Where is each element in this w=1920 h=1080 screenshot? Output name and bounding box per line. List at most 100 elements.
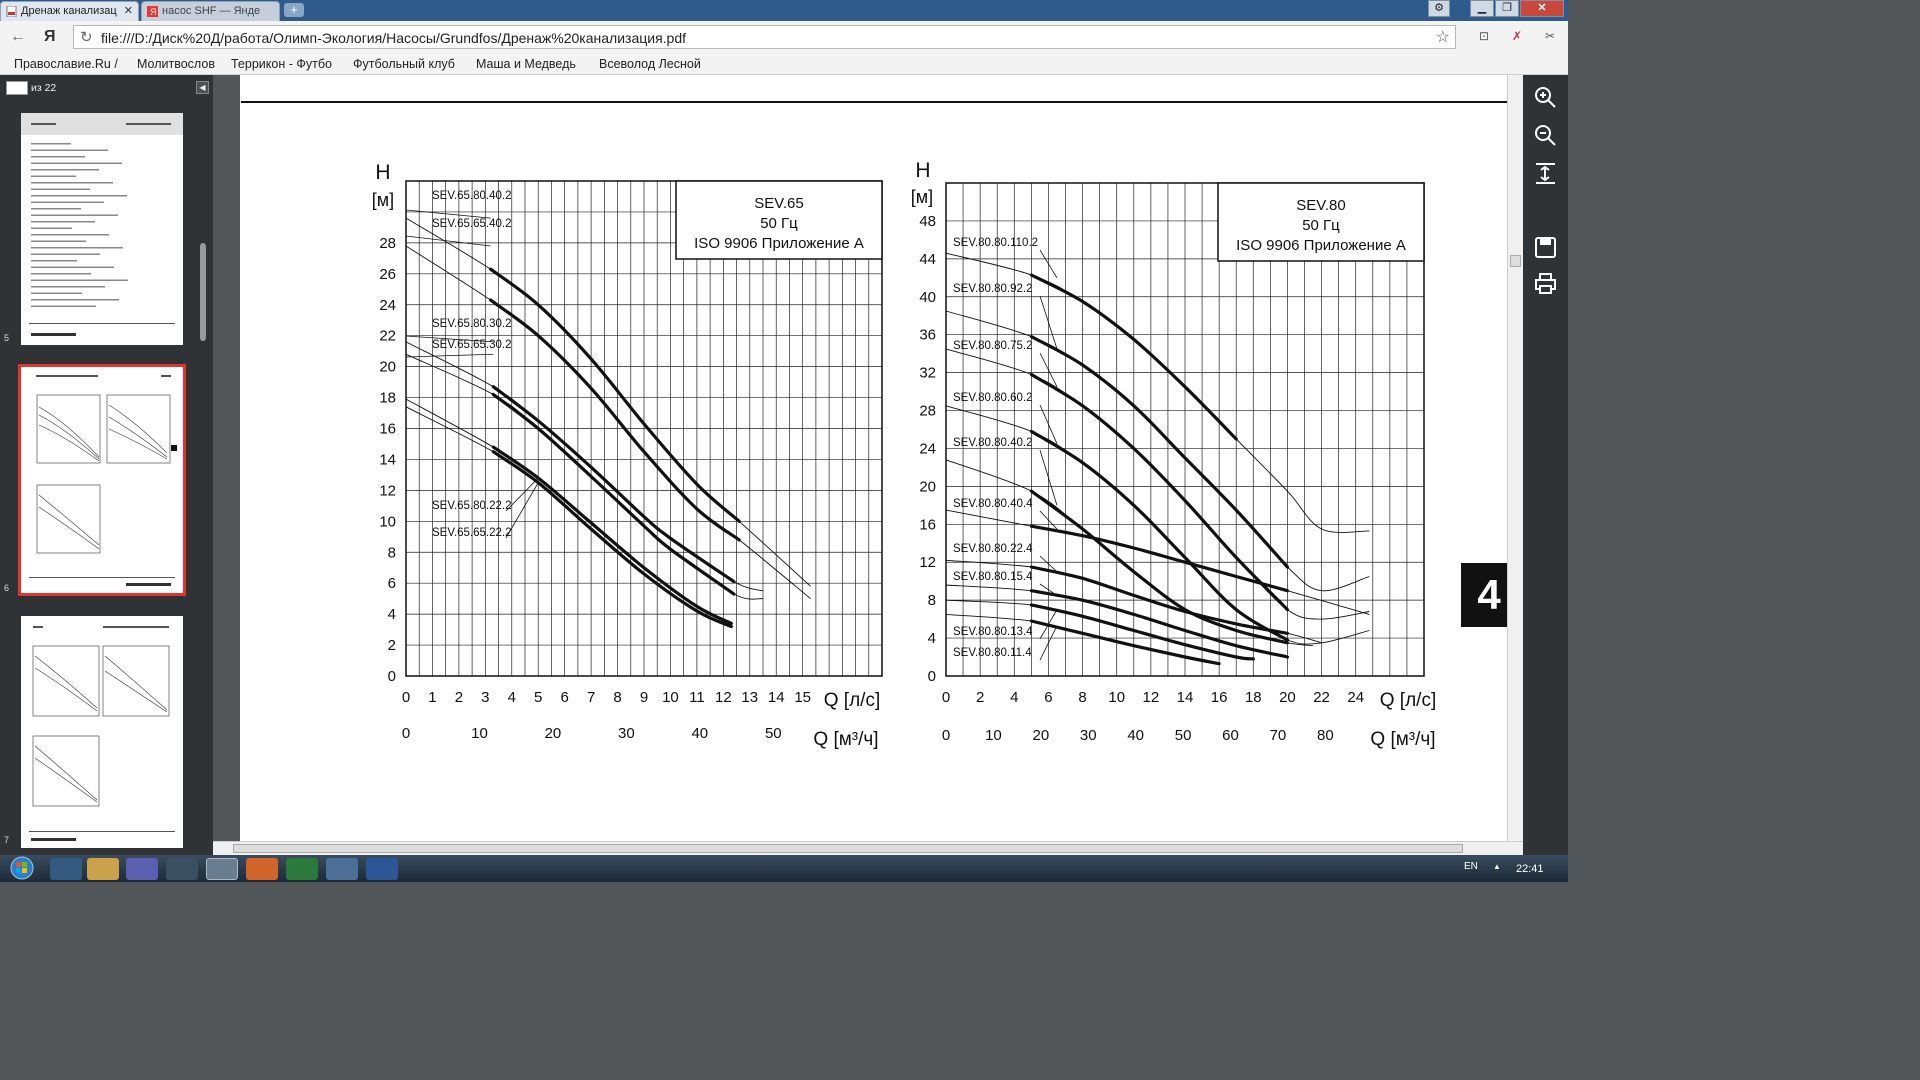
scrollbar-thumb[interactable] (1510, 255, 1521, 267)
x-tick-label: 11 (689, 689, 705, 706)
page-thumbnail-active[interactable] (18, 364, 186, 596)
curve-operating-range (1029, 429, 1289, 642)
page-thumbnail[interactable] (21, 616, 183, 848)
series-label: SEV.65.65.30.2 (432, 339, 512, 351)
print-icon[interactable] (1533, 271, 1558, 296)
series-label: SEV.65.65.22.2 (432, 527, 512, 539)
language-indicator[interactable]: EN (1464, 861, 1478, 872)
tab-label: насос SHF — Янде (162, 5, 261, 17)
explorer-icon[interactable] (87, 858, 119, 880)
thumbnail-preview (21, 113, 183, 336)
series-leader-line (1039, 555, 1058, 573)
series-label: SEV.80.80.75.2 (953, 340, 1033, 352)
curve-operating-range (1029, 273, 1238, 441)
x2-tick-label: 50 (1175, 727, 1192, 744)
window-icon[interactable] (326, 858, 358, 880)
maximize-icon[interactable]: ❐ (1495, 0, 1519, 17)
series-leader-line (1039, 625, 1058, 661)
app-icon[interactable] (126, 858, 158, 880)
close-window-icon[interactable]: ✕ (1520, 0, 1564, 17)
fit-page-icon[interactable] (1533, 161, 1558, 186)
horizontal-scrollbar[interactable] (213, 841, 1523, 855)
y-tick-label: 14 (379, 451, 396, 468)
x2-tick-label: 0 (942, 727, 950, 744)
tab-strip: Дренаж канализац ✕ Я насос SHF — Янде + … (0, 0, 1568, 21)
new-tab-button[interactable]: + (284, 3, 304, 17)
minimize-icon[interactable]: ▁ (1470, 0, 1494, 17)
tab-close-icon[interactable]: ✕ (123, 5, 133, 17)
thumbnail-number: 7 (4, 835, 10, 845)
x-tick-label: 8 (613, 689, 621, 706)
x-tick-label: 12 (1143, 689, 1160, 706)
bookmark-item[interactable]: Всеволод Лесной (599, 57, 701, 71)
yandex-browser-icon[interactable] (206, 858, 238, 880)
page-number-input[interactable] (6, 81, 28, 95)
save-icon[interactable] (1533, 235, 1558, 260)
ie-icon[interactable] (50, 858, 82, 880)
series-leader-line (405, 353, 494, 358)
series-leader-line (1039, 404, 1058, 444)
bookmark-item[interactable]: Футбольный клуб (353, 57, 455, 71)
x2-tick-label: 30 (1080, 727, 1097, 744)
x2-tick-label: 30 (618, 725, 635, 742)
sidebar-scrollbar[interactable] (200, 243, 206, 341)
y-tick-label: 2 (388, 637, 396, 654)
yandex-icon: Я (147, 6, 158, 17)
series-leader-line (405, 335, 494, 343)
y-tick-label: 26 (379, 266, 396, 283)
start-button-icon[interactable] (6, 856, 38, 881)
x-tick-label: 13 (741, 689, 758, 706)
firefox-icon[interactable] (246, 858, 278, 880)
vertical-scrollbar[interactable] (1507, 75, 1523, 841)
y-tick-label: 0 (388, 668, 396, 685)
word-icon[interactable] (366, 858, 398, 880)
thumbnail-preview (29, 375, 177, 586)
series-label: SEV.80.80.40.4 (953, 498, 1033, 510)
legend-text: ISO 9906 Приложение А (694, 235, 864, 252)
series-label: SEV.80.80.110.2 (953, 237, 1038, 249)
yandex-logo[interactable]: Я (44, 28, 56, 45)
scrollbar-thumb[interactable] (233, 844, 1463, 853)
excel-icon[interactable] (286, 858, 318, 880)
series-label: SEV.65.80.40.2 (432, 190, 512, 202)
curve-operating-range (1029, 589, 1289, 659)
back-arrow-icon[interactable]: ← (10, 28, 26, 45)
menu-icon[interactable]: ✂ (1544, 29, 1556, 43)
x-tick-label: 8 (1078, 689, 1086, 706)
y-tick-label: 24 (379, 297, 396, 314)
curve-full (405, 353, 764, 600)
adblock-icon[interactable]: ✗ (1511, 29, 1523, 43)
y-tick-label: 24 (919, 440, 936, 457)
tray-arrow-icon[interactable]: ▲ (1493, 862, 1501, 871)
x2-tick-label: 20 (1032, 727, 1049, 744)
svg-text:Я: Я (150, 7, 157, 17)
y-tick-label: 4 (388, 606, 396, 623)
reload-icon[interactable]: ↻ (80, 29, 93, 46)
page-thumbnail[interactable] (21, 113, 183, 345)
settings-icon[interactable]: ⚙ (1428, 0, 1450, 17)
y-axis-unit: [м] (372, 190, 394, 210)
address-text[interactable]: file:///D:/Диск%20Д/работа/Олимп-Экологи… (101, 30, 687, 46)
x2-tick-label: 50 (765, 725, 782, 742)
zoom-out-icon[interactable] (1533, 123, 1558, 148)
x2-tick-label: 40 (691, 725, 708, 742)
bookmark-item[interactable]: Маша и Медведь (476, 57, 576, 71)
bookmark-star-icon[interactable]: ☆ (1435, 29, 1450, 46)
series-leader-line (505, 482, 539, 539)
series-label: SEV.80.80.60.2 (953, 392, 1033, 404)
address-bar[interactable]: ↻ file:///D:/Диск%20Д/работа/Олимп-Эколо… (73, 25, 1456, 49)
media-icon[interactable] (166, 858, 198, 880)
zoom-in-icon[interactable] (1533, 85, 1558, 110)
y-tick-label: 36 (919, 327, 936, 344)
bookmark-item[interactable]: Террикон - Футбо (231, 57, 332, 71)
tab-pdf[interactable]: Дренаж канализац ✕ (0, 1, 139, 21)
collapse-sidebar-icon[interactable]: ◀ (196, 81, 209, 94)
x-tick-label: 4 (1010, 689, 1018, 706)
extension-icon[interactable]: ⊡ (1478, 29, 1490, 43)
bookmark-item[interactable]: Православие.Ru / (14, 57, 118, 71)
tab-search[interactable]: Я насос SHF — Янде (141, 1, 280, 21)
y-tick-label: 16 (379, 421, 396, 438)
legend-text: SEV.65 (754, 195, 804, 212)
curve-operating-range (491, 392, 736, 596)
bookmark-item[interactable]: Молитвослов (137, 57, 215, 71)
